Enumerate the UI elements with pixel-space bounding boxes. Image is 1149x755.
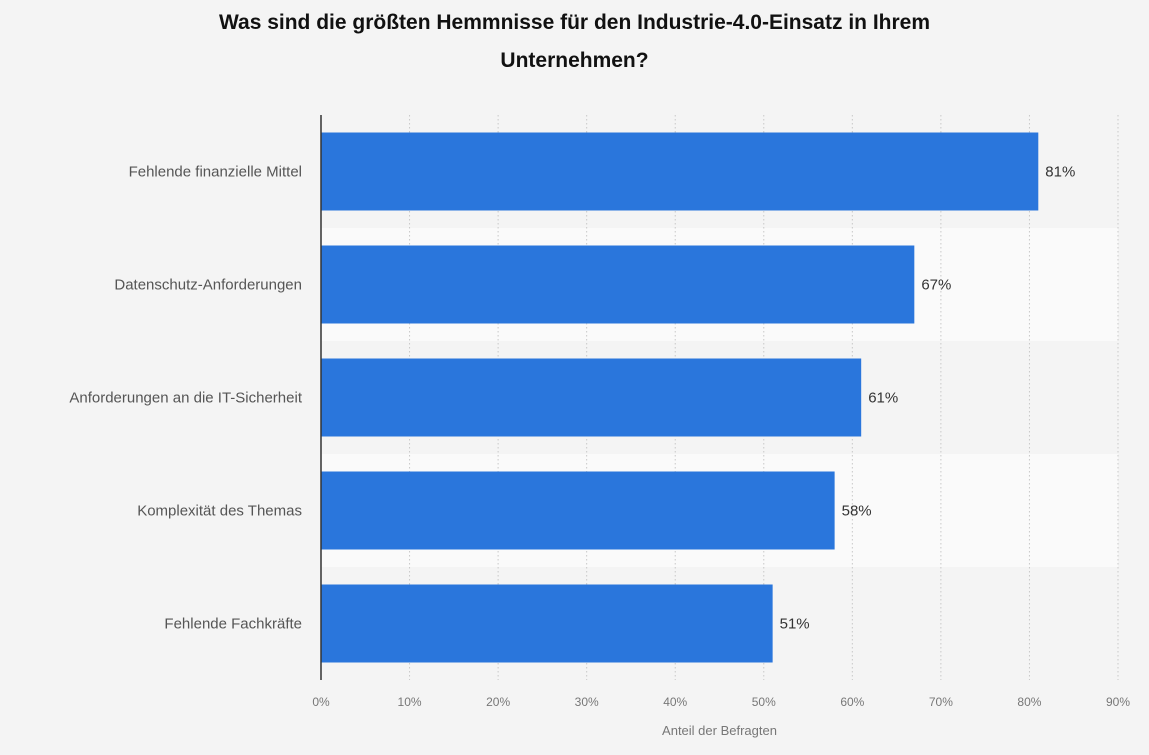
category-label: Anforderungen an die IT-Sicherheit [69, 390, 302, 407]
x-tick-label: 50% [752, 695, 776, 709]
x-tick-labels: 0% 10% 20% 30% 40% 50% 60% 70% 80% 90% [312, 695, 1130, 709]
chart-title-line-2: Unternehmen? [500, 49, 649, 72]
value-label: 61% [868, 390, 898, 407]
x-tick-label: 90% [1106, 695, 1130, 709]
x-tick-label: 10% [398, 695, 422, 709]
category-label: Fehlende Fachkräfte [164, 616, 302, 633]
chart-title-line-1: Was sind die größten Hemmnisse für den I… [218, 11, 931, 34]
category-label: Datenschutz-Anforderungen [114, 277, 302, 294]
x-tick-label: 30% [575, 695, 599, 709]
value-labels: 81% 67% 61% 58% 51% [780, 164, 1076, 633]
value-label: 51% [780, 616, 810, 633]
x-tick-label: 20% [486, 695, 510, 709]
x-axis-title: Anteil der Befragten [662, 723, 777, 738]
value-label: 81% [1045, 164, 1075, 181]
bars [321, 132, 1039, 663]
value-label: 67% [921, 277, 951, 294]
bar[interactable] [321, 245, 915, 324]
bar[interactable] [321, 471, 835, 550]
x-tick-label: 80% [1017, 695, 1041, 709]
bar[interactable] [321, 358, 862, 437]
category-label: Fehlende finanzielle Mittel [129, 164, 302, 181]
x-tick-label: 70% [929, 695, 953, 709]
category-labels: Fehlende finanzielle Mittel Datenschutz-A… [69, 164, 302, 633]
bar[interactable] [321, 132, 1039, 211]
chart-title: Was sind die größten Hemmnisse für den I… [0, 4, 1149, 80]
value-label: 58% [842, 503, 872, 520]
x-tick-label: 40% [663, 695, 687, 709]
bar[interactable] [321, 584, 773, 663]
x-tick-label: 60% [840, 695, 864, 709]
category-label: Komplexität des Themas [137, 503, 302, 520]
x-tick-label: 0% [312, 695, 330, 709]
